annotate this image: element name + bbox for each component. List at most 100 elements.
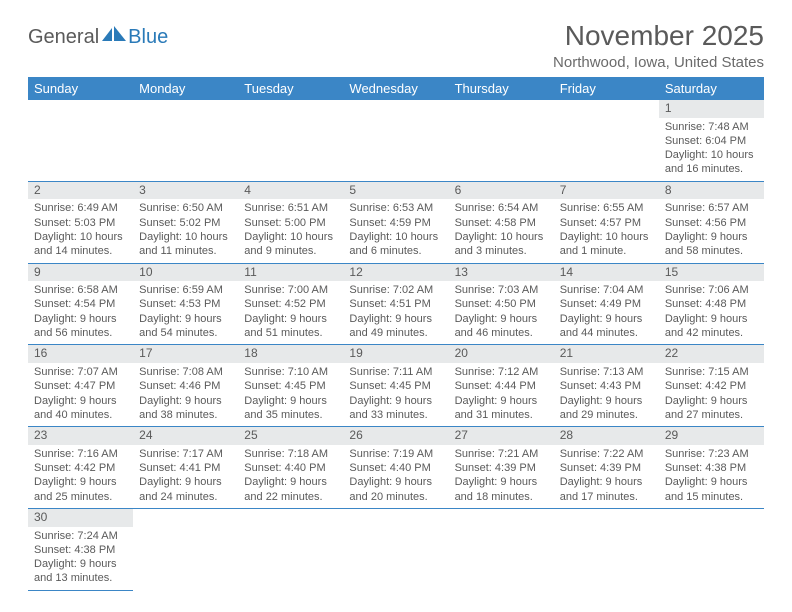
daylight-line-1: Daylight: 9 hours bbox=[244, 312, 337, 326]
day-number: 16 bbox=[28, 345, 133, 363]
daylight-line-2: and 25 minutes. bbox=[34, 490, 127, 504]
calendar-day: 9Sunrise: 6:58 AMSunset: 4:54 PMDaylight… bbox=[28, 263, 133, 345]
calendar-day: 5Sunrise: 6:53 AMSunset: 4:59 PMDaylight… bbox=[343, 181, 448, 263]
calendar-week: 1Sunrise: 7:48 AMSunset: 6:04 PMDaylight… bbox=[28, 100, 764, 181]
weekday-row: SundayMondayTuesdayWednesdayThursdayFrid… bbox=[28, 77, 764, 100]
daylight-line-2: and 13 minutes. bbox=[34, 571, 127, 585]
sunset-line: Sunset: 6:04 PM bbox=[665, 134, 758, 148]
daylight-line-2: and 27 minutes. bbox=[665, 408, 758, 422]
day-details: Sunrise: 6:57 AMSunset: 4:56 PMDaylight:… bbox=[659, 201, 764, 262]
sunset-line: Sunset: 4:58 PM bbox=[455, 216, 548, 230]
daylight-line-2: and 3 minutes. bbox=[455, 244, 548, 258]
sunrise-line: Sunrise: 7:23 AM bbox=[665, 447, 758, 461]
sunrise-line: Sunrise: 7:17 AM bbox=[139, 447, 232, 461]
daylight-line-2: and 31 minutes. bbox=[455, 408, 548, 422]
day-details: Sunrise: 6:50 AMSunset: 5:02 PMDaylight:… bbox=[133, 201, 238, 262]
calendar-empty bbox=[449, 508, 554, 590]
daylight-line-1: Daylight: 9 hours bbox=[34, 557, 127, 571]
daylight-line-1: Daylight: 10 hours bbox=[34, 230, 127, 244]
day-number: 8 bbox=[659, 182, 764, 200]
daylight-line-1: Daylight: 9 hours bbox=[560, 475, 653, 489]
day-number: 9 bbox=[28, 264, 133, 282]
daylight-line-1: Daylight: 9 hours bbox=[34, 394, 127, 408]
calendar-day: 15Sunrise: 7:06 AMSunset: 4:48 PMDayligh… bbox=[659, 263, 764, 345]
day-number: 22 bbox=[659, 345, 764, 363]
sunset-line: Sunset: 4:44 PM bbox=[455, 379, 548, 393]
calendar-empty bbox=[133, 508, 238, 590]
calendar-day: 22Sunrise: 7:15 AMSunset: 4:42 PMDayligh… bbox=[659, 345, 764, 427]
day-number: 25 bbox=[238, 427, 343, 445]
month-title: November 2025 bbox=[553, 20, 764, 52]
daylight-line-2: and 22 minutes. bbox=[244, 490, 337, 504]
header: General Blue November 2025 Northwood, Io… bbox=[28, 20, 764, 71]
weekday-header: Wednesday bbox=[343, 77, 448, 100]
daylight-line-2: and 51 minutes. bbox=[244, 326, 337, 340]
daylight-line-2: and 44 minutes. bbox=[560, 326, 653, 340]
calendar-table: SundayMondayTuesdayWednesdayThursdayFrid… bbox=[28, 77, 764, 591]
calendar-day: 7Sunrise: 6:55 AMSunset: 4:57 PMDaylight… bbox=[554, 181, 659, 263]
sunset-line: Sunset: 4:46 PM bbox=[139, 379, 232, 393]
daylight-line-2: and 46 minutes. bbox=[455, 326, 548, 340]
day-number: 14 bbox=[554, 264, 659, 282]
calendar-empty bbox=[343, 508, 448, 590]
calendar-day: 18Sunrise: 7:10 AMSunset: 4:45 PMDayligh… bbox=[238, 345, 343, 427]
sunrise-line: Sunrise: 6:59 AM bbox=[139, 283, 232, 297]
sunrise-line: Sunrise: 7:04 AM bbox=[560, 283, 653, 297]
day-details: Sunrise: 7:11 AMSunset: 4:45 PMDaylight:… bbox=[343, 365, 448, 426]
day-details: Sunrise: 7:21 AMSunset: 4:39 PMDaylight:… bbox=[449, 447, 554, 508]
daylight-line-1: Daylight: 9 hours bbox=[560, 394, 653, 408]
daylight-line-2: and 40 minutes. bbox=[34, 408, 127, 422]
calendar-day: 1Sunrise: 7:48 AMSunset: 6:04 PMDaylight… bbox=[659, 100, 764, 181]
sunrise-line: Sunrise: 7:11 AM bbox=[349, 365, 442, 379]
sunrise-line: Sunrise: 7:48 AM bbox=[665, 120, 758, 134]
calendar-week: 16Sunrise: 7:07 AMSunset: 4:47 PMDayligh… bbox=[28, 345, 764, 427]
sunrise-line: Sunrise: 7:06 AM bbox=[665, 283, 758, 297]
calendar-week: 2Sunrise: 6:49 AMSunset: 5:03 PMDaylight… bbox=[28, 181, 764, 263]
sunrise-line: Sunrise: 7:16 AM bbox=[34, 447, 127, 461]
day-number: 30 bbox=[28, 509, 133, 527]
calendar-day: 27Sunrise: 7:21 AMSunset: 4:39 PMDayligh… bbox=[449, 427, 554, 509]
day-details: Sunrise: 6:59 AMSunset: 4:53 PMDaylight:… bbox=[133, 283, 238, 344]
calendar-day: 24Sunrise: 7:17 AMSunset: 4:41 PMDayligh… bbox=[133, 427, 238, 509]
calendar-day: 12Sunrise: 7:02 AMSunset: 4:51 PMDayligh… bbox=[343, 263, 448, 345]
calendar-empty bbox=[343, 100, 448, 181]
sunrise-line: Sunrise: 7:15 AM bbox=[665, 365, 758, 379]
day-number: 28 bbox=[554, 427, 659, 445]
sunrise-line: Sunrise: 7:21 AM bbox=[455, 447, 548, 461]
daylight-line-2: and 20 minutes. bbox=[349, 490, 442, 504]
sunrise-line: Sunrise: 6:55 AM bbox=[560, 201, 653, 215]
daylight-line-2: and 11 minutes. bbox=[139, 244, 232, 258]
calendar-empty bbox=[554, 508, 659, 590]
day-details: Sunrise: 7:24 AMSunset: 4:38 PMDaylight:… bbox=[28, 529, 133, 590]
sunrise-line: Sunrise: 6:54 AM bbox=[455, 201, 548, 215]
day-number: 12 bbox=[343, 264, 448, 282]
calendar-day: 20Sunrise: 7:12 AMSunset: 4:44 PMDayligh… bbox=[449, 345, 554, 427]
daylight-line-1: Daylight: 9 hours bbox=[34, 312, 127, 326]
daylight-line-1: Daylight: 9 hours bbox=[455, 394, 548, 408]
calendar-week: 30 Sunrise: 7:24 AMSunset: 4:38 PMDayligh… bbox=[28, 508, 764, 590]
daylight-line-2: and 54 minutes. bbox=[139, 326, 232, 340]
calendar-week: 23Sunrise: 7:16 AMSunset: 4:42 PMDayligh… bbox=[28, 427, 764, 509]
day-details: Sunrise: 7:18 AMSunset: 4:40 PMDaylight:… bbox=[238, 447, 343, 508]
calendar-day: 2Sunrise: 6:49 AMSunset: 5:03 PMDaylight… bbox=[28, 181, 133, 263]
day-details: Sunrise: 6:58 AMSunset: 4:54 PMDaylight:… bbox=[28, 283, 133, 344]
day-number: 10 bbox=[133, 264, 238, 282]
daylight-line-2: and 24 minutes. bbox=[139, 490, 232, 504]
sunrise-line: Sunrise: 7:22 AM bbox=[560, 447, 653, 461]
sunset-line: Sunset: 4:40 PM bbox=[349, 461, 442, 475]
day-details: Sunrise: 7:17 AMSunset: 4:41 PMDaylight:… bbox=[133, 447, 238, 508]
page: General Blue November 2025 Northwood, Io… bbox=[0, 0, 792, 591]
day-details: Sunrise: 7:06 AMSunset: 4:48 PMDaylight:… bbox=[659, 283, 764, 344]
weekday-header: Sunday bbox=[28, 77, 133, 100]
daylight-line-1: Daylight: 10 hours bbox=[349, 230, 442, 244]
logo-text-blue: Blue bbox=[128, 26, 168, 49]
day-number: 18 bbox=[238, 345, 343, 363]
daylight-line-1: Daylight: 9 hours bbox=[244, 394, 337, 408]
sunset-line: Sunset: 4:59 PM bbox=[349, 216, 442, 230]
day-number: 20 bbox=[449, 345, 554, 363]
sunset-line: Sunset: 4:42 PM bbox=[34, 461, 127, 475]
calendar-day: 21Sunrise: 7:13 AMSunset: 4:43 PMDayligh… bbox=[554, 345, 659, 427]
sunset-line: Sunset: 4:45 PM bbox=[244, 379, 337, 393]
calendar-day: 26Sunrise: 7:19 AMSunset: 4:40 PMDayligh… bbox=[343, 427, 448, 509]
sunset-line: Sunset: 4:38 PM bbox=[665, 461, 758, 475]
